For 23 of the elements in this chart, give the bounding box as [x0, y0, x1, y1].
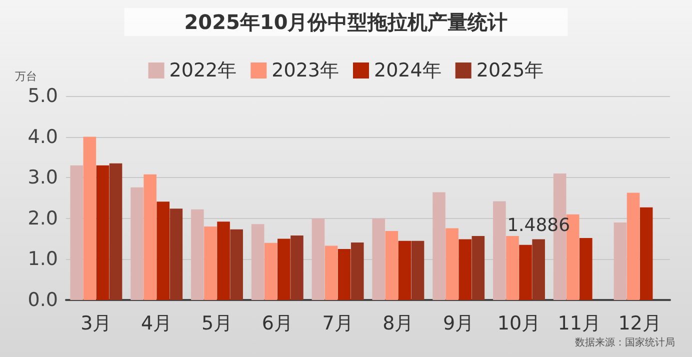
- source-note: 数据来源：国家统计局: [575, 336, 675, 348]
- y-tick-label: 5.0: [28, 85, 58, 107]
- x-tick-label: 12月: [618, 312, 662, 334]
- x-tick-label: 7月: [322, 312, 354, 334]
- y-tick-label: 2.0: [28, 207, 58, 230]
- x-tick-label: 3月: [80, 312, 112, 334]
- x-tick-label: 11月: [558, 312, 601, 334]
- legend-label: 2022年: [169, 60, 237, 82]
- y-axis-title: 万台: [15, 70, 37, 83]
- y-tick-label: 4.0: [28, 126, 58, 148]
- y-tick-label: 1.0: [28, 248, 58, 270]
- x-tick-label: 4月: [141, 312, 172, 334]
- legend-label: 2025年: [476, 60, 544, 82]
- y-tick-label: 3.0: [28, 166, 58, 189]
- x-tick-label: 10月: [497, 312, 541, 334]
- chart-title: 2025年10月份中型拖拉机产量统计: [184, 10, 508, 34]
- legend-label: 2023年: [272, 60, 340, 82]
- legend-label: 2024年: [374, 60, 442, 82]
- x-tick-label: 9月: [443, 312, 474, 334]
- x-tick-label: 8月: [382, 312, 414, 334]
- y-tick-label: 0.0: [28, 289, 58, 311]
- x-tick-label: 6月: [262, 312, 293, 334]
- x-tick-label: 5月: [201, 312, 233, 334]
